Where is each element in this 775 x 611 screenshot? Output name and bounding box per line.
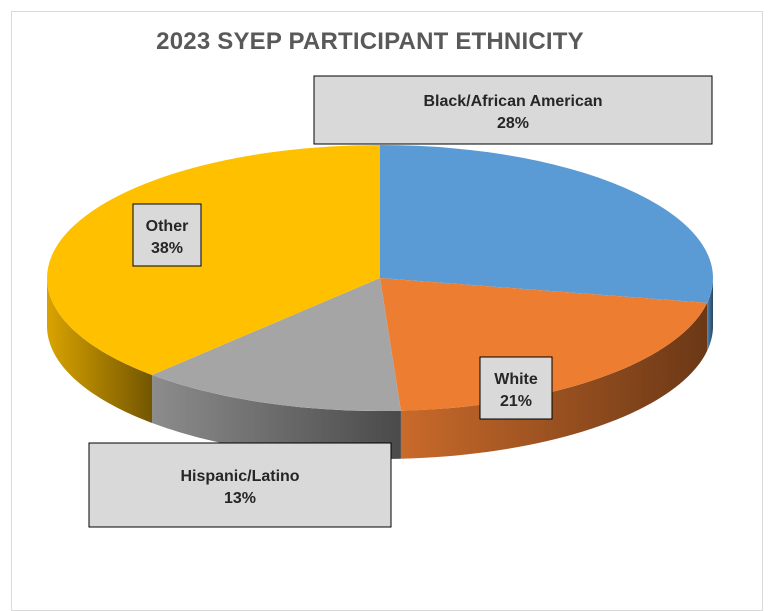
data-label-white: White 21% bbox=[479, 356, 553, 420]
data-label-category: White bbox=[494, 371, 538, 388]
pie-slice-hispanic-latino bbox=[152, 278, 401, 412]
pie-chart: Black/African American 28% White 21% Hispani… bbox=[47, 75, 713, 528]
data-label-value: 13% bbox=[224, 490, 256, 507]
data-label-other: Other 38% bbox=[132, 203, 202, 267]
chart-title: 2023 SYEP PARTICIPANT ETHNICITY bbox=[156, 28, 584, 55]
pie-side-hispanic-latino bbox=[152, 374, 401, 459]
pie-slice-other bbox=[47, 145, 380, 375]
data-label-hispanic-latino: Hispanic/Latino 13% bbox=[88, 442, 392, 528]
pie-slice-black-african-american bbox=[380, 145, 713, 303]
data-label-value: 21% bbox=[500, 393, 532, 410]
data-label-category: Hispanic/Latino bbox=[180, 468, 299, 485]
pie-side-white bbox=[400, 302, 708, 459]
pie-slice-white bbox=[380, 278, 708, 411]
pie-side-black-african-american bbox=[707, 278, 713, 351]
data-label-value: 28% bbox=[497, 115, 529, 132]
pie-side-other bbox=[47, 278, 153, 423]
data-label-category: Other bbox=[146, 218, 189, 235]
data-label-value: 38% bbox=[151, 240, 183, 257]
data-label-black-african-american: Black/African American 28% bbox=[313, 75, 713, 145]
data-label-category: Black/African American bbox=[423, 93, 602, 110]
